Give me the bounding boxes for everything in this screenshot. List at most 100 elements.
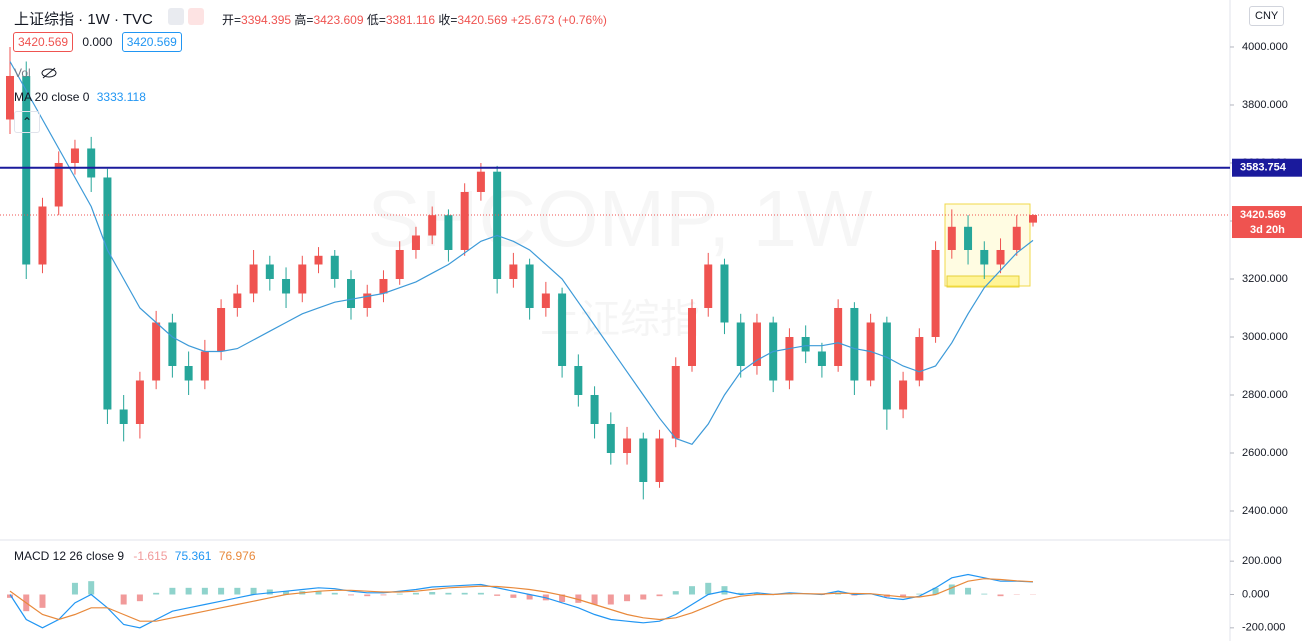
candle-body bbox=[688, 307, 696, 366]
histogram-bar bbox=[283, 591, 290, 595]
hide-icon[interactable] bbox=[40, 67, 58, 79]
histogram-bar bbox=[169, 587, 176, 595]
ohlc-label: 高= bbox=[294, 13, 314, 27]
candle-body bbox=[704, 264, 713, 308]
macd-label: MACD 12 26 close 9 bbox=[14, 549, 125, 563]
ma-line bbox=[9, 61, 1034, 446]
histogram-bar bbox=[331, 592, 338, 595]
ohlc-value: 3381.116 bbox=[385, 13, 436, 27]
ma-value: 3333.118 bbox=[96, 90, 146, 104]
spread: 0.000 bbox=[82, 35, 113, 49]
candle-body bbox=[785, 336, 794, 381]
y-tick-label: 4000.000 bbox=[1242, 41, 1288, 53]
candle-body bbox=[363, 293, 372, 308]
candle-body bbox=[168, 322, 177, 366]
histogram-bar bbox=[88, 581, 95, 595]
candle-body bbox=[6, 75, 14, 120]
histogram-bar bbox=[315, 591, 322, 595]
volume-legend: Vol bbox=[14, 65, 57, 80]
histogram-bar bbox=[250, 587, 257, 595]
candle-body bbox=[135, 380, 144, 424]
candle-body bbox=[282, 278, 291, 294]
histogram-bar bbox=[348, 594, 354, 596]
ohlc-label: 开= bbox=[222, 13, 242, 27]
candle-body bbox=[899, 380, 908, 410]
y-tick-label: 2800.000 bbox=[1242, 389, 1288, 401]
volume-label: Vol bbox=[14, 66, 31, 80]
candle-body bbox=[314, 255, 323, 265]
ohlc: 开=3394.395 高=3423.609 低=3381.116 收=3420.… bbox=[222, 11, 607, 28]
candle-body bbox=[379, 278, 388, 294]
candle-body bbox=[265, 264, 274, 279]
histogram-bar bbox=[559, 594, 566, 602]
candle-body bbox=[541, 293, 550, 308]
buy-price[interactable]: 3420.569 bbox=[121, 32, 182, 52]
macd-hist-value: -1.615 bbox=[133, 549, 168, 563]
candle-body bbox=[70, 148, 79, 163]
histogram-bar bbox=[948, 584, 955, 595]
candle-body bbox=[395, 249, 404, 279]
histogram-bar bbox=[656, 594, 663, 597]
change: +25.673 (+0.76%) bbox=[510, 13, 607, 27]
candle-body bbox=[850, 307, 859, 381]
price-tag bbox=[1232, 158, 1302, 177]
candle-body bbox=[54, 162, 63, 207]
y-tick-label: 200.000 bbox=[1242, 555, 1282, 567]
histogram-bar bbox=[737, 592, 744, 595]
y-tick-label: 3000.000 bbox=[1242, 331, 1288, 343]
countdown: 3d 20h bbox=[1250, 224, 1285, 236]
candle-body bbox=[801, 336, 810, 352]
collapse-button[interactable]: ⌃ bbox=[14, 111, 40, 133]
indicator-button[interactable] bbox=[188, 8, 204, 25]
candle-body bbox=[574, 365, 583, 395]
candle-body bbox=[931, 249, 940, 337]
histogram-bar bbox=[234, 587, 241, 595]
histogram-bar bbox=[71, 582, 78, 595]
ohlc-label: 低= bbox=[366, 13, 386, 27]
histogram-bar bbox=[364, 594, 371, 597]
candle-body bbox=[671, 365, 680, 439]
y-tick-label: 3800.000 bbox=[1242, 99, 1288, 111]
candle-body bbox=[817, 351, 826, 366]
candle-body bbox=[834, 307, 843, 366]
histogram-bar bbox=[153, 592, 160, 595]
histogram-bar bbox=[916, 593, 923, 595]
candle-body bbox=[493, 171, 502, 279]
candle-body bbox=[1012, 226, 1021, 250]
sell-price[interactable]: 3420.569 bbox=[13, 32, 74, 52]
compare-button[interactable] bbox=[168, 8, 184, 25]
histogram-bar bbox=[266, 589, 273, 595]
histogram-bar bbox=[136, 594, 143, 602]
plot: 2400.000 2600.000 2800.000 3000.000 3200.000… bbox=[0, 41, 1302, 634]
candle-body bbox=[655, 438, 664, 482]
histogram-bar bbox=[591, 594, 598, 605]
histogram-bar bbox=[429, 592, 436, 595]
histogram-bar bbox=[39, 594, 46, 608]
candle-body bbox=[1029, 215, 1037, 223]
histogram-bar bbox=[510, 594, 517, 598]
y-tick-label: 3200.000 bbox=[1242, 273, 1288, 285]
macd-value: 75.361 bbox=[174, 549, 212, 563]
candle-body bbox=[411, 235, 420, 250]
candle-body bbox=[428, 215, 437, 236]
currency-button[interactable]: CNY bbox=[1249, 6, 1285, 26]
histogram-bar bbox=[526, 594, 533, 600]
candle-body bbox=[915, 336, 924, 381]
candle-body bbox=[103, 177, 112, 410]
histogram-bar bbox=[185, 587, 192, 595]
candle-body bbox=[558, 293, 567, 366]
candle-body bbox=[152, 322, 161, 381]
histogram-bar bbox=[7, 594, 13, 598]
histogram-bar bbox=[575, 594, 582, 603]
histogram-bar bbox=[624, 594, 631, 602]
ohlc-value: 3423.609 bbox=[313, 13, 364, 27]
candle-body bbox=[330, 255, 339, 279]
ohlc-value: 3394.395 bbox=[241, 13, 292, 27]
macd-line bbox=[9, 578, 1034, 622]
price-tag bbox=[1232, 206, 1302, 239]
ohlc-value: 3420.569 bbox=[457, 13, 508, 27]
price-tag-label: 3583.754 bbox=[1240, 162, 1287, 174]
candle-body bbox=[639, 438, 648, 482]
